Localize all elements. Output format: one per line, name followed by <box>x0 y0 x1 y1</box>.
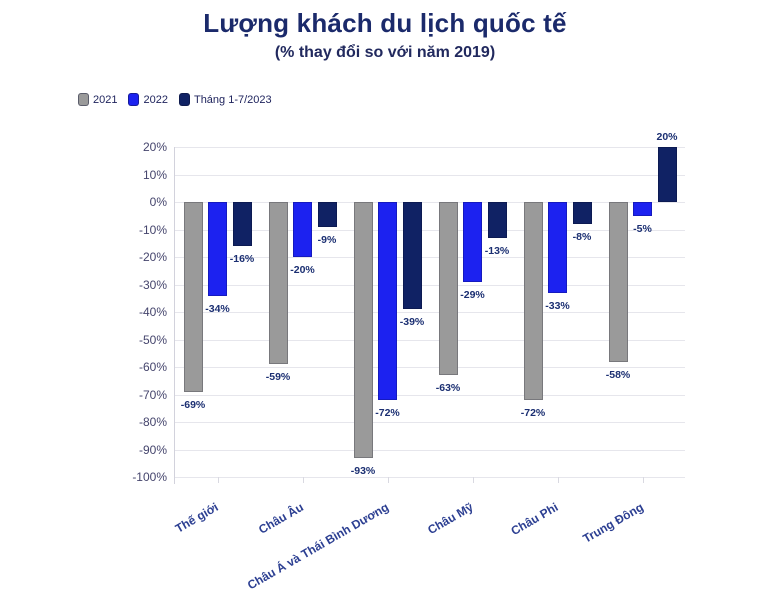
plot-area: 20% 10% 0% -10% -20% -30% -40% -50% -60% -70% -80%… <box>132 131 685 591</box>
y-tick-label: 20% <box>142 140 167 154</box>
grid-line <box>175 339 685 341</box>
category-label: Châu Âu <box>256 499 306 537</box>
grid-line <box>175 257 685 258</box>
value-label: 20% <box>656 131 678 143</box>
chart-legend: 2021 2022 Tháng 1-7/2023 <box>78 93 272 106</box>
chart-title: Lượng khách du lịch quốc tế <box>203 8 567 38</box>
bar-2022 <box>633 202 652 216</box>
bar-th-ng-1-7-2023 <box>657 147 677 202</box>
grid-line <box>175 477 685 478</box>
bar-th-ng-1-7-2023 <box>487 202 507 238</box>
grid-line <box>175 174 685 176</box>
grid-line <box>175 394 685 396</box>
y-tick-label: -80% <box>138 415 167 429</box>
category-label: Châu Phi <box>508 499 561 539</box>
y-tick-label: -10% <box>138 222 167 237</box>
legend-swatch <box>178 93 190 106</box>
value-label: -33% <box>545 299 570 312</box>
x-axis-tick <box>302 477 304 483</box>
value-label: -16% <box>229 253 255 265</box>
x-axis-tick <box>557 477 559 483</box>
grid-line <box>175 312 685 313</box>
x-axis-tick <box>217 477 219 483</box>
value-label: -93% <box>350 464 376 477</box>
legend-item: 2021 <box>78 93 117 106</box>
value-label: -72% <box>520 407 546 419</box>
legend-swatch <box>78 93 89 106</box>
legend-item: 2022 <box>128 93 168 106</box>
y-tick-label: -30% <box>138 277 167 292</box>
bar-2022 <box>463 202 482 282</box>
bar-2021 <box>268 202 288 365</box>
grid-line <box>175 147 685 148</box>
y-tick-label: -50% <box>138 332 167 347</box>
bar-2021 <box>438 202 458 376</box>
legend-label: Tháng 1-7/2023 <box>193 93 272 106</box>
y-tick-label: -40% <box>138 305 167 319</box>
grid-line <box>175 422 685 423</box>
y-tick-label: -60% <box>138 360 167 374</box>
value-label: -72% <box>375 407 400 419</box>
grid-line <box>175 229 685 231</box>
grid-line <box>175 202 685 203</box>
x-axis-tick <box>642 477 644 483</box>
category-label: Trung Đông <box>580 499 646 546</box>
category-label: Thế giới <box>173 499 221 536</box>
value-label: -9% <box>317 233 337 246</box>
category-label: Châu Mỹ <box>425 499 476 538</box>
value-label: -63% <box>435 382 461 395</box>
legend-label: 2021 <box>93 93 118 106</box>
chart-subtitle: (% thay đổi so với năm 2019) <box>274 44 496 61</box>
bar-2021 <box>523 202 543 400</box>
grid-line <box>175 449 685 451</box>
x-axis-tick <box>472 477 474 483</box>
value-label: -5% <box>633 222 652 235</box>
bar-2021 <box>353 202 373 458</box>
bar-th-ng-1-7-2023 <box>317 202 337 227</box>
legend-item: Tháng 1-7/2023 <box>178 93 272 106</box>
bar-th-ng-1-7-2023 <box>572 202 592 224</box>
grid-line <box>175 367 685 368</box>
x-axis-tick <box>387 477 389 483</box>
value-label: -34% <box>205 302 230 315</box>
grid-line <box>175 284 685 286</box>
value-label: -29% <box>460 288 485 301</box>
bar-2022 <box>208 202 227 296</box>
bar-2021 <box>183 202 203 392</box>
value-label: -39% <box>399 316 425 329</box>
value-label: -58% <box>605 368 631 381</box>
y-axis-line <box>174 147 175 484</box>
bar-th-ng-1-7-2023 <box>232 202 252 246</box>
bar-2022 <box>293 202 312 257</box>
bar-th-ng-1-7-2023 <box>402 202 422 310</box>
value-label: -69% <box>180 398 206 411</box>
bar-2022 <box>378 202 397 400</box>
value-label: -59% <box>265 371 291 384</box>
y-tick-label: -90% <box>138 442 167 457</box>
value-label: -8% <box>572 231 592 243</box>
value-label: -13% <box>484 244 510 257</box>
y-tick-label: 0% <box>149 195 167 209</box>
value-label: -20% <box>290 264 315 276</box>
bar-2022 <box>548 202 567 293</box>
y-tick-label: 10% <box>142 167 167 182</box>
bar-2021 <box>608 202 628 362</box>
y-tick-label: -70% <box>138 387 167 402</box>
legend-label: 2022 <box>143 93 168 106</box>
y-tick-label: -100% <box>132 470 167 484</box>
y-tick-label: -20% <box>138 250 167 264</box>
legend-swatch <box>128 93 140 106</box>
category-label: Châu Á và Thái Bình Dương <box>244 499 391 591</box>
